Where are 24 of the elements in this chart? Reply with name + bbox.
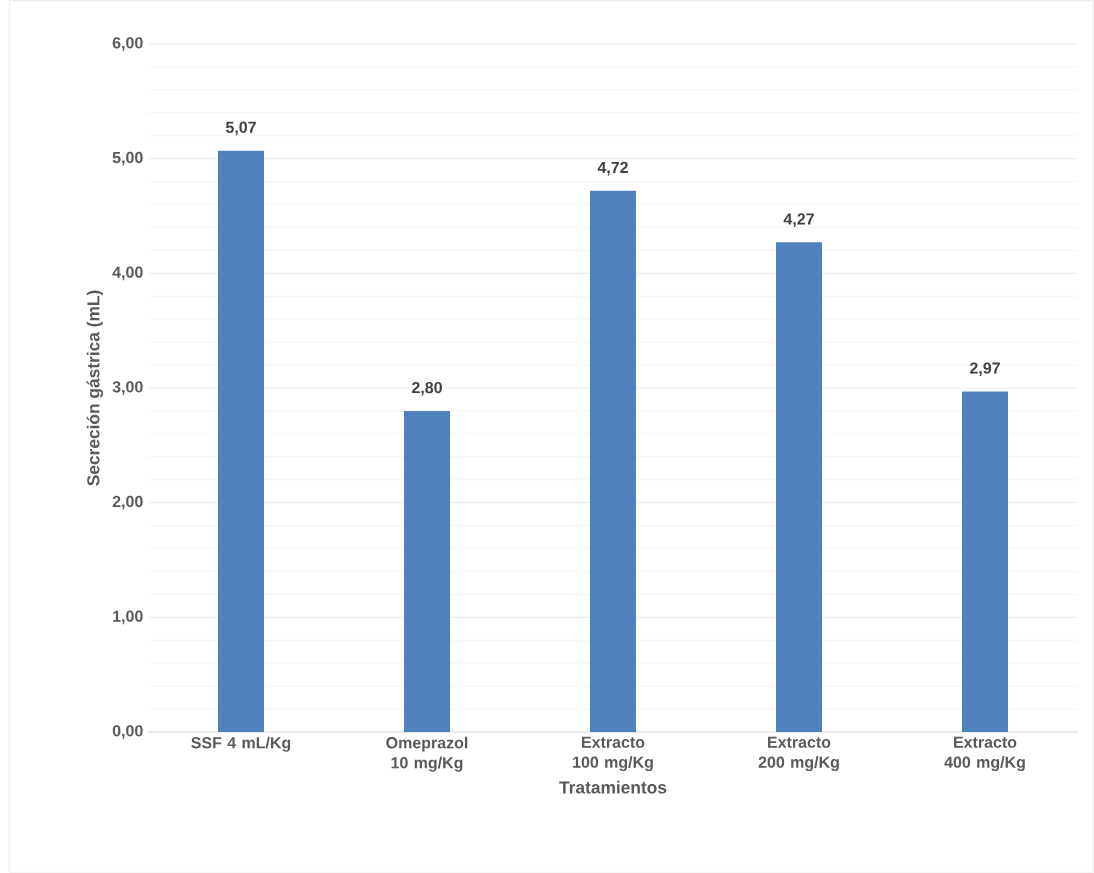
y-tick-label: 0,00 — [112, 725, 143, 739]
data-label: 2,97 — [970, 362, 1000, 377]
bar — [962, 391, 1008, 732]
bar — [776, 242, 822, 732]
y-axis-title: Secreción gástrica (mL) — [86, 290, 104, 486]
data-label: 4,72 — [597, 161, 628, 176]
x-tick-label: Omeprazol 10 mg/Kg — [386, 736, 468, 772]
y-tick-label: 1,00 — [113, 610, 143, 625]
bar — [404, 410, 451, 732]
x-tick-label: SSF 4 mL/Kg — [191, 736, 291, 752]
x-axis-title: Tratamientos — [559, 780, 667, 794]
bar — [590, 190, 636, 732]
data-label: 5,07 — [225, 121, 256, 136]
bar — [218, 150, 265, 732]
y-tick-label: 6,00 — [112, 37, 143, 51]
y-tick-label: 4,00 — [112, 266, 143, 281]
data-label: 2,80 — [412, 381, 442, 396]
x-tick-label: Extracto 400 mg/Kg — [944, 736, 1025, 772]
x-tick-label: Extracto 100 mg/Kg — [573, 736, 653, 772]
x-tick-label: Extracto 200 mg/Kg — [758, 736, 839, 772]
y-tick-label: 5,00 — [112, 151, 143, 166]
data-label: 4,27 — [783, 213, 814, 227]
y-tick-label: 2,00 — [112, 495, 143, 510]
y-tick-label: 3,00 — [112, 381, 143, 395]
